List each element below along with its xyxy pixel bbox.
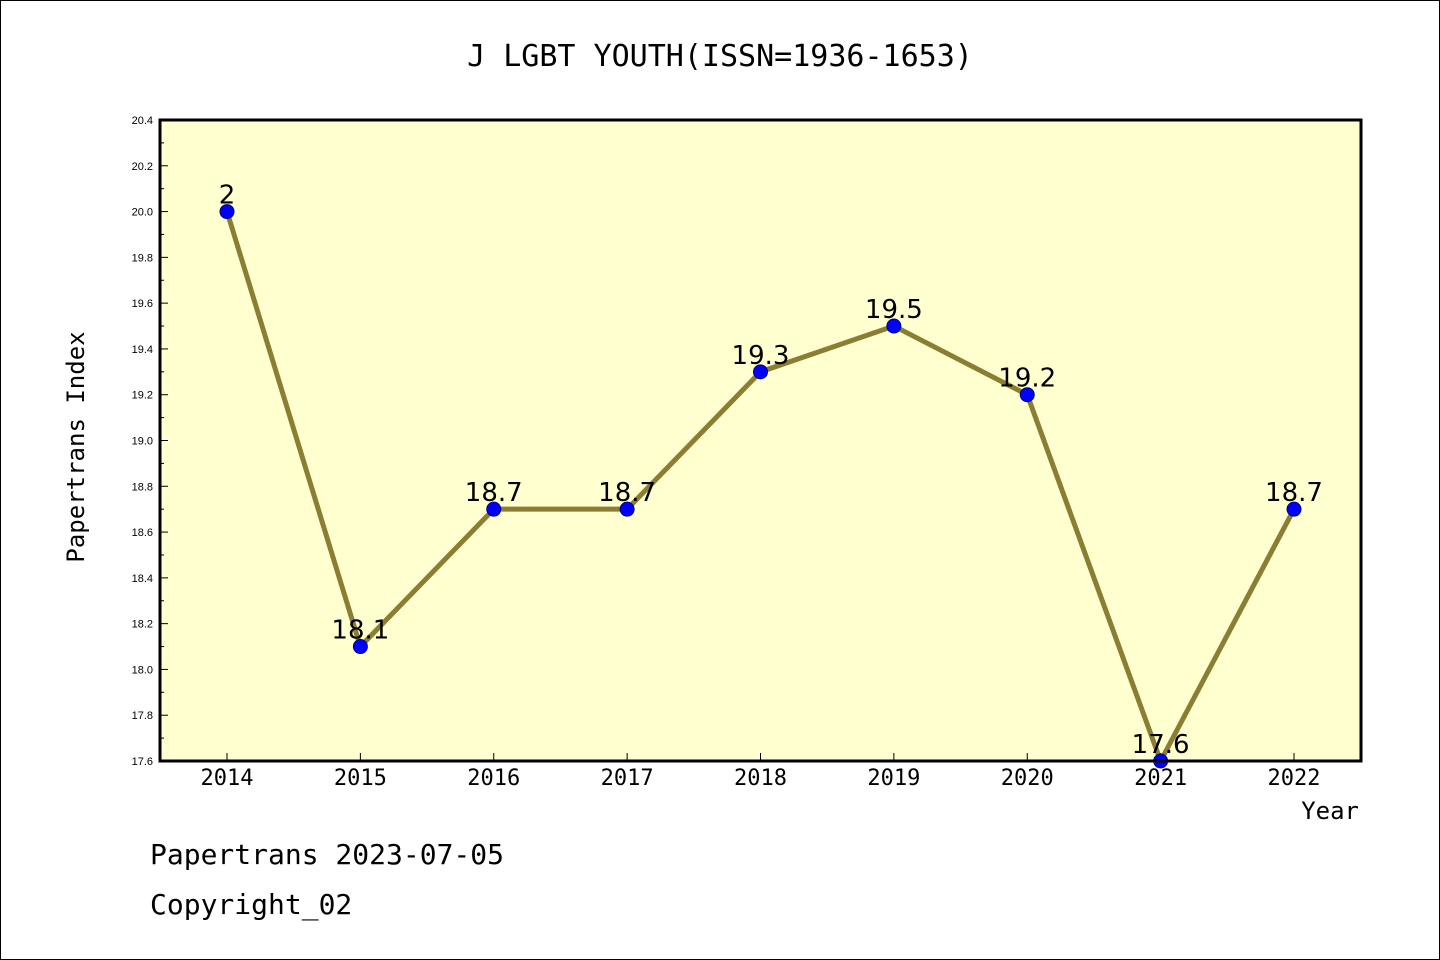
y-tick-label: 18.8: [132, 481, 153, 493]
footer-date-text: Papertrans 2023-07-05: [150, 838, 504, 871]
series-markers: [219, 204, 1302, 769]
footer-copyright-text: Copyright_02: [150, 888, 352, 922]
y-axis-label: Papertrans Index: [62, 331, 90, 562]
plot-area: [160, 120, 1361, 761]
x-axis-ticks: 2014 2015 2016 2017 2018 2019 2020 2021 2022: [201, 753, 1321, 791]
x-tick-label: 2017: [601, 766, 654, 791]
y-tick-label: 17.6: [132, 756, 153, 768]
y-tick-label: 18.0: [132, 664, 153, 676]
y-tick-label: 17.8: [132, 710, 153, 722]
data-point-marker: [886, 318, 902, 334]
y-tick-label: 19.4: [132, 344, 153, 356]
data-value-label: 19.2: [998, 364, 1056, 394]
x-tick-label: 2018: [734, 766, 787, 791]
y-tick-label: 20.4: [132, 115, 153, 127]
y-tick-label: 20.0: [132, 207, 153, 219]
x-tick-label: 2019: [867, 766, 920, 791]
data-point-marker: [219, 204, 235, 220]
data-value-label: 18.7: [465, 478, 523, 508]
x-tick-label: 2022: [1268, 766, 1321, 791]
y-tick-label: 19.8: [132, 252, 153, 264]
data-value-label: 19.5: [865, 295, 923, 325]
data-value-label: 19.3: [732, 341, 790, 371]
data-point-marker: [352, 639, 368, 655]
data-point-marker: [1286, 501, 1302, 517]
data-value-label: 17.6: [1132, 730, 1190, 760]
data-point-marker: [753, 364, 768, 380]
y-tick-label: 18.2: [132, 619, 153, 631]
plot-border: [158, 118, 1363, 763]
x-tick-label: 2021: [1134, 766, 1187, 791]
y-tick-label: 18.4: [132, 573, 153, 585]
data-labels: 2 18.1 18.7 18.7 19.3 19.5 19.2 17.6 18.7: [219, 181, 1323, 760]
y-tick-label: 18.6: [132, 527, 153, 539]
y-tick-label: 19.6: [132, 298, 153, 310]
data-point-marker: [486, 501, 502, 517]
chart-title: J LGBT YOUTH(ISSN=1936-1653): [467, 39, 973, 74]
x-tick-label: 2020: [1001, 766, 1054, 791]
y-tick-label: 19.0: [132, 436, 153, 448]
data-point-marker: [619, 501, 635, 517]
x-tick-label: 2015: [334, 766, 387, 791]
y-tick-label: 20.2: [132, 161, 153, 173]
data-value-label: 18.7: [598, 478, 656, 508]
data-point-marker: [1019, 387, 1035, 403]
y-tick-label: 19.2: [132, 390, 153, 402]
x-axis-label: Year: [1301, 797, 1359, 825]
data-value-label: 2: [219, 181, 236, 211]
data-value-label: 18.1: [331, 616, 389, 646]
x-tick-label: 2014: [201, 766, 254, 791]
data-value-label: 18.7: [1265, 478, 1323, 508]
x-tick-label: 2016: [467, 766, 520, 791]
